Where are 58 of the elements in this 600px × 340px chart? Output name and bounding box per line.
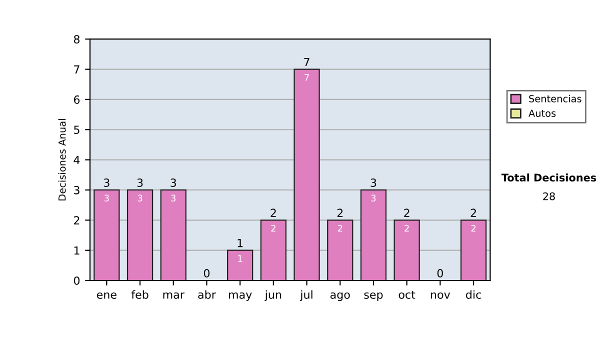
- data-label: 3: [104, 194, 109, 202]
- total-label: 0: [204, 269, 210, 278]
- total-label: 2: [337, 208, 343, 217]
- x-tick-label: sep: [364, 292, 383, 301]
- x-tick-label: ene: [96, 292, 116, 299]
- x-tick-label: feb: [131, 290, 148, 299]
- y-tick-label: 2: [74, 216, 80, 224]
- data-label: 3: [138, 194, 142, 202]
- data-label: 2: [338, 224, 342, 232]
- total-label: 3: [370, 178, 376, 187]
- data-label: 7: [304, 74, 309, 81]
- data-label: 1: [238, 255, 242, 262]
- x-tick-label: may: [228, 292, 252, 301]
- y-axis-title: Decisiones Anual: [58, 119, 66, 200]
- total-label: 0: [437, 269, 443, 278]
- bar: [294, 68, 320, 280]
- data-label: 3: [171, 194, 176, 202]
- total-label: 1: [238, 239, 243, 248]
- text: 28: [543, 192, 555, 200]
- bar: [394, 220, 420, 280]
- y-tick-label: 5: [74, 126, 80, 134]
- total-label: 7: [304, 58, 310, 66]
- total-label: 2: [404, 208, 410, 217]
- x-tick-label: abr: [198, 290, 216, 299]
- bar: [227, 250, 254, 280]
- bar: [327, 220, 354, 280]
- y-tick-label: 8: [74, 35, 80, 44]
- y-tick-label: 3: [74, 186, 80, 194]
- x-tick-label: mar: [163, 292, 184, 299]
- legend-label: Sentencias: [529, 94, 582, 102]
- bar: [460, 220, 487, 280]
- x-tick-label: ago: [330, 292, 350, 301]
- x-tick-label: jun: [264, 290, 282, 301]
- total-label: 3: [137, 178, 143, 187]
- y-tick-label: 6: [74, 95, 80, 104]
- bar: [260, 220, 286, 280]
- data-label: 2: [404, 224, 409, 232]
- y-tick-label: 1: [74, 246, 80, 255]
- data-label: 3: [371, 194, 376, 202]
- x-tick-label: nov: [430, 292, 450, 299]
- text: Total Decisiones: [501, 173, 596, 182]
- bar: [360, 189, 387, 280]
- y-tick-label: 4: [74, 156, 80, 164]
- x-tick-label: dic: [466, 290, 481, 299]
- y-tick-label: 0: [74, 276, 80, 285]
- legend-label: Autos: [528, 110, 556, 117]
- data-label: 2: [471, 224, 476, 232]
- bar: [126, 189, 154, 280]
- total-label: 2: [470, 208, 476, 217]
- bar: [160, 189, 186, 280]
- x-tick-label: oct: [398, 290, 416, 299]
- data-label: 2: [271, 224, 276, 232]
- y-tick-label: 7: [74, 65, 80, 74]
- bar: [94, 189, 120, 280]
- x-tick-label: jul: [300, 290, 312, 301]
- total-label: 3: [170, 178, 176, 187]
- total-label: 2: [270, 208, 276, 217]
- total-label: 3: [104, 178, 110, 187]
